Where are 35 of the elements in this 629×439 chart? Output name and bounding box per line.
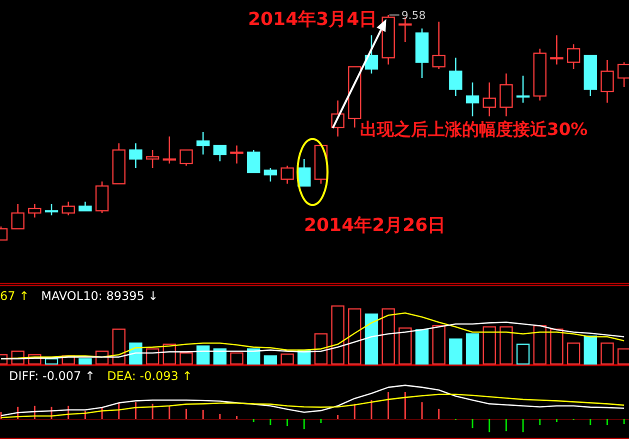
text: MAVOL10: 89395 ↓ bbox=[41, 289, 158, 303]
text: 67 ↑ bbox=[0, 289, 30, 303]
bar bbox=[415, 329, 429, 365]
series-label: DEA: -0.093 ↑ bbox=[107, 369, 192, 383]
bar bbox=[280, 354, 294, 365]
annotation: 2014年3月4日 bbox=[248, 9, 378, 30]
bar bbox=[533, 325, 546, 365]
bar bbox=[382, 308, 395, 365]
bar bbox=[449, 338, 462, 365]
bar bbox=[264, 355, 278, 365]
bar bbox=[398, 327, 412, 365]
bar bbox=[196, 345, 210, 365]
bar bbox=[550, 328, 564, 365]
bar bbox=[180, 352, 193, 365]
bar bbox=[566, 342, 580, 365]
bar bbox=[584, 336, 597, 365]
bar bbox=[230, 352, 244, 365]
bar bbox=[516, 344, 530, 365]
bar bbox=[314, 333, 328, 365]
annotation: 2014年2月26日 bbox=[304, 215, 446, 236]
bar bbox=[482, 326, 496, 365]
bar bbox=[466, 333, 480, 365]
bar bbox=[146, 348, 160, 365]
bar bbox=[78, 358, 92, 365]
bar bbox=[331, 305, 344, 365]
bar bbox=[617, 348, 629, 365]
bar bbox=[432, 325, 446, 365]
bar bbox=[348, 308, 362, 365]
bar bbox=[600, 342, 614, 365]
bar bbox=[112, 328, 126, 365]
annotation: 9.58 bbox=[401, 9, 426, 22]
bar bbox=[500, 326, 513, 365]
annotation: 出现之后上涨的幅度接近30% bbox=[360, 120, 588, 140]
text: DIFF: -0.007 ↑ bbox=[9, 369, 96, 383]
bar bbox=[364, 314, 378, 365]
